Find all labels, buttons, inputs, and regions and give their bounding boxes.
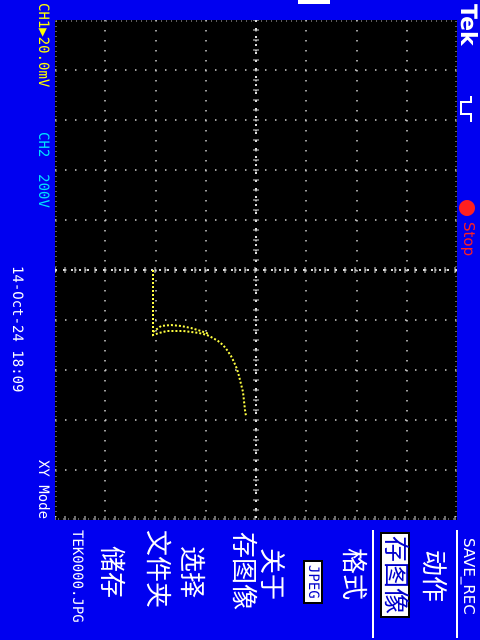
run-state-label: Stop	[460, 222, 478, 257]
scope-display	[55, 20, 457, 520]
menu-save-value: TEK0000.JPG	[69, 530, 85, 623]
menu-format-value[interactable]: JPEG	[303, 560, 323, 604]
menu-divider	[456, 530, 458, 638]
menu-title: SAVE_REC	[460, 538, 478, 615]
ch2-label: CH2	[35, 132, 51, 158]
menu-select-value[interactable]: 文件夹	[142, 530, 172, 609]
top-edge-marker	[298, 0, 330, 4]
menu-divider	[372, 530, 374, 638]
ch1-scale: 20.0mV	[35, 36, 51, 88]
menu-about-label: 关于	[256, 548, 286, 601]
ch2-scale: 200V	[35, 174, 51, 208]
datetime: 14-Oct-24 18:09	[9, 266, 25, 393]
arrow-icon: ▶	[35, 28, 51, 37]
menu-format-label: 格式	[338, 548, 368, 601]
menu-about-value[interactable]: 存图像	[228, 532, 258, 611]
ch2-indicator: CH2 200V	[35, 132, 51, 208]
xy-trace	[152, 323, 210, 335]
ch1-indicator: CH1▶20.0mV	[35, 3, 51, 88]
ch1-label: CH1	[35, 3, 51, 29]
menu-action-value[interactable]: 存图像	[380, 532, 410, 619]
xy-trace	[152, 270, 247, 417]
brand-logo: Tek	[455, 4, 480, 46]
menu-select-label: 选择	[176, 546, 206, 599]
xy-mode-label: XY Mode	[35, 460, 51, 520]
menu-save-label[interactable]: 储存	[96, 546, 126, 599]
trigger-waveform-icon	[460, 96, 472, 122]
graticule	[55, 20, 457, 520]
run-state-indicator	[459, 200, 475, 216]
menu-action-label: 动作	[418, 550, 448, 603]
